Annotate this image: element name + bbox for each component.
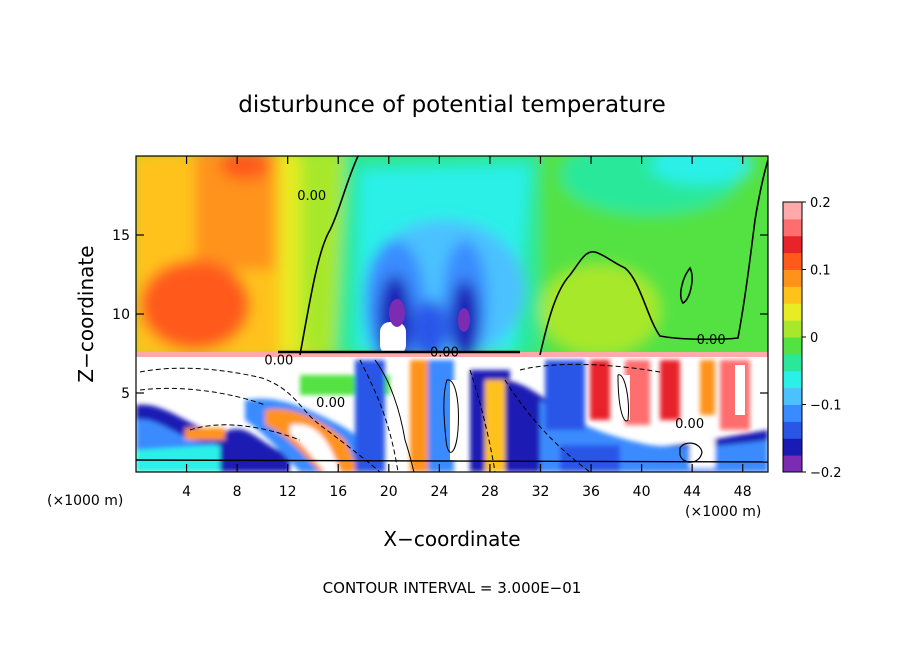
colorbar <box>782 201 803 473</box>
x-tick-label: 24 <box>430 484 448 500</box>
x-tick-label: 16 <box>329 484 347 500</box>
colorbar-swatch <box>783 252 802 270</box>
x-axis: 4 8 12 16 20 24 28 32 36 40 44 48 <box>182 156 752 500</box>
contour-label: 0.00 <box>675 417 704 432</box>
colorbar-ticks: 0.2 0.1 0 −0.1 −0.2 <box>802 196 842 481</box>
contour-lines <box>136 156 768 472</box>
x-tick-label: 8 <box>233 484 242 500</box>
x-tick-label: 28 <box>481 484 499 500</box>
contour-label: 0.00 <box>430 346 459 361</box>
x-tick-label: 36 <box>582 484 600 500</box>
colorbar-swatch <box>783 387 802 405</box>
x-tick-label: 32 <box>532 484 550 500</box>
colorbar-swatch <box>783 337 802 355</box>
y-axis-label: Z−coordinate <box>74 245 98 382</box>
x-tick-label: 44 <box>683 484 701 500</box>
colorbar-swatch <box>783 320 802 338</box>
colorbar-swatch <box>783 353 802 372</box>
colorbar-swatch <box>783 218 802 237</box>
chart-title: disturbunce of potential temperature <box>238 92 666 118</box>
y-axis: 5 10 15 <box>112 228 768 402</box>
x-tick-label: 4 <box>182 484 191 500</box>
colorbar-tick-label: 0 <box>810 331 818 346</box>
colorbar-swatch <box>783 438 802 456</box>
x-unit-label: (×1000 m) <box>47 493 123 509</box>
z-unit-label: (×1000 m) <box>685 504 761 520</box>
contour-labels: 0.00 0.00 0.00 0.00 0.00 0.00 <box>264 189 725 432</box>
y-tick-label: 15 <box>112 228 130 244</box>
x-tick-label: 40 <box>633 484 651 500</box>
contour-label: 0.00 <box>297 189 326 204</box>
colorbar-tick-label: 0.1 <box>810 264 831 279</box>
x-tick-label: 20 <box>380 484 398 500</box>
colorbar-swatch <box>783 404 802 422</box>
contour-label: 0.00 <box>316 396 345 411</box>
colorbar-tick-label: −0.2 <box>810 466 842 481</box>
x-tick-label: 48 <box>734 484 752 500</box>
field-image <box>136 156 768 472</box>
contour-label: 0.00 <box>697 333 726 348</box>
x-axis-label: X−coordinate <box>383 527 520 551</box>
colorbar-swatch <box>783 286 802 304</box>
colorbar-tick-label: −0.1 <box>810 399 842 414</box>
colorbar-tick-label: 0.2 <box>810 196 831 211</box>
colorbar-swatch <box>783 455 802 473</box>
contour-label: 0.00 <box>264 354 293 369</box>
colorbar-swatch <box>783 269 802 287</box>
y-tick-label: 10 <box>112 307 130 323</box>
colorbar-swatch <box>783 421 802 439</box>
colorbar-swatch <box>783 235 802 254</box>
y-tick-label: 5 <box>121 386 130 402</box>
x-tick-label: 12 <box>279 484 297 500</box>
colorbar-swatch <box>783 303 802 321</box>
contour-interval-note: CONTOUR INTERVAL = 3.000E−01 <box>323 579 582 597</box>
colorbar-swatch <box>783 370 802 389</box>
colorbar-swatch <box>783 202 802 220</box>
